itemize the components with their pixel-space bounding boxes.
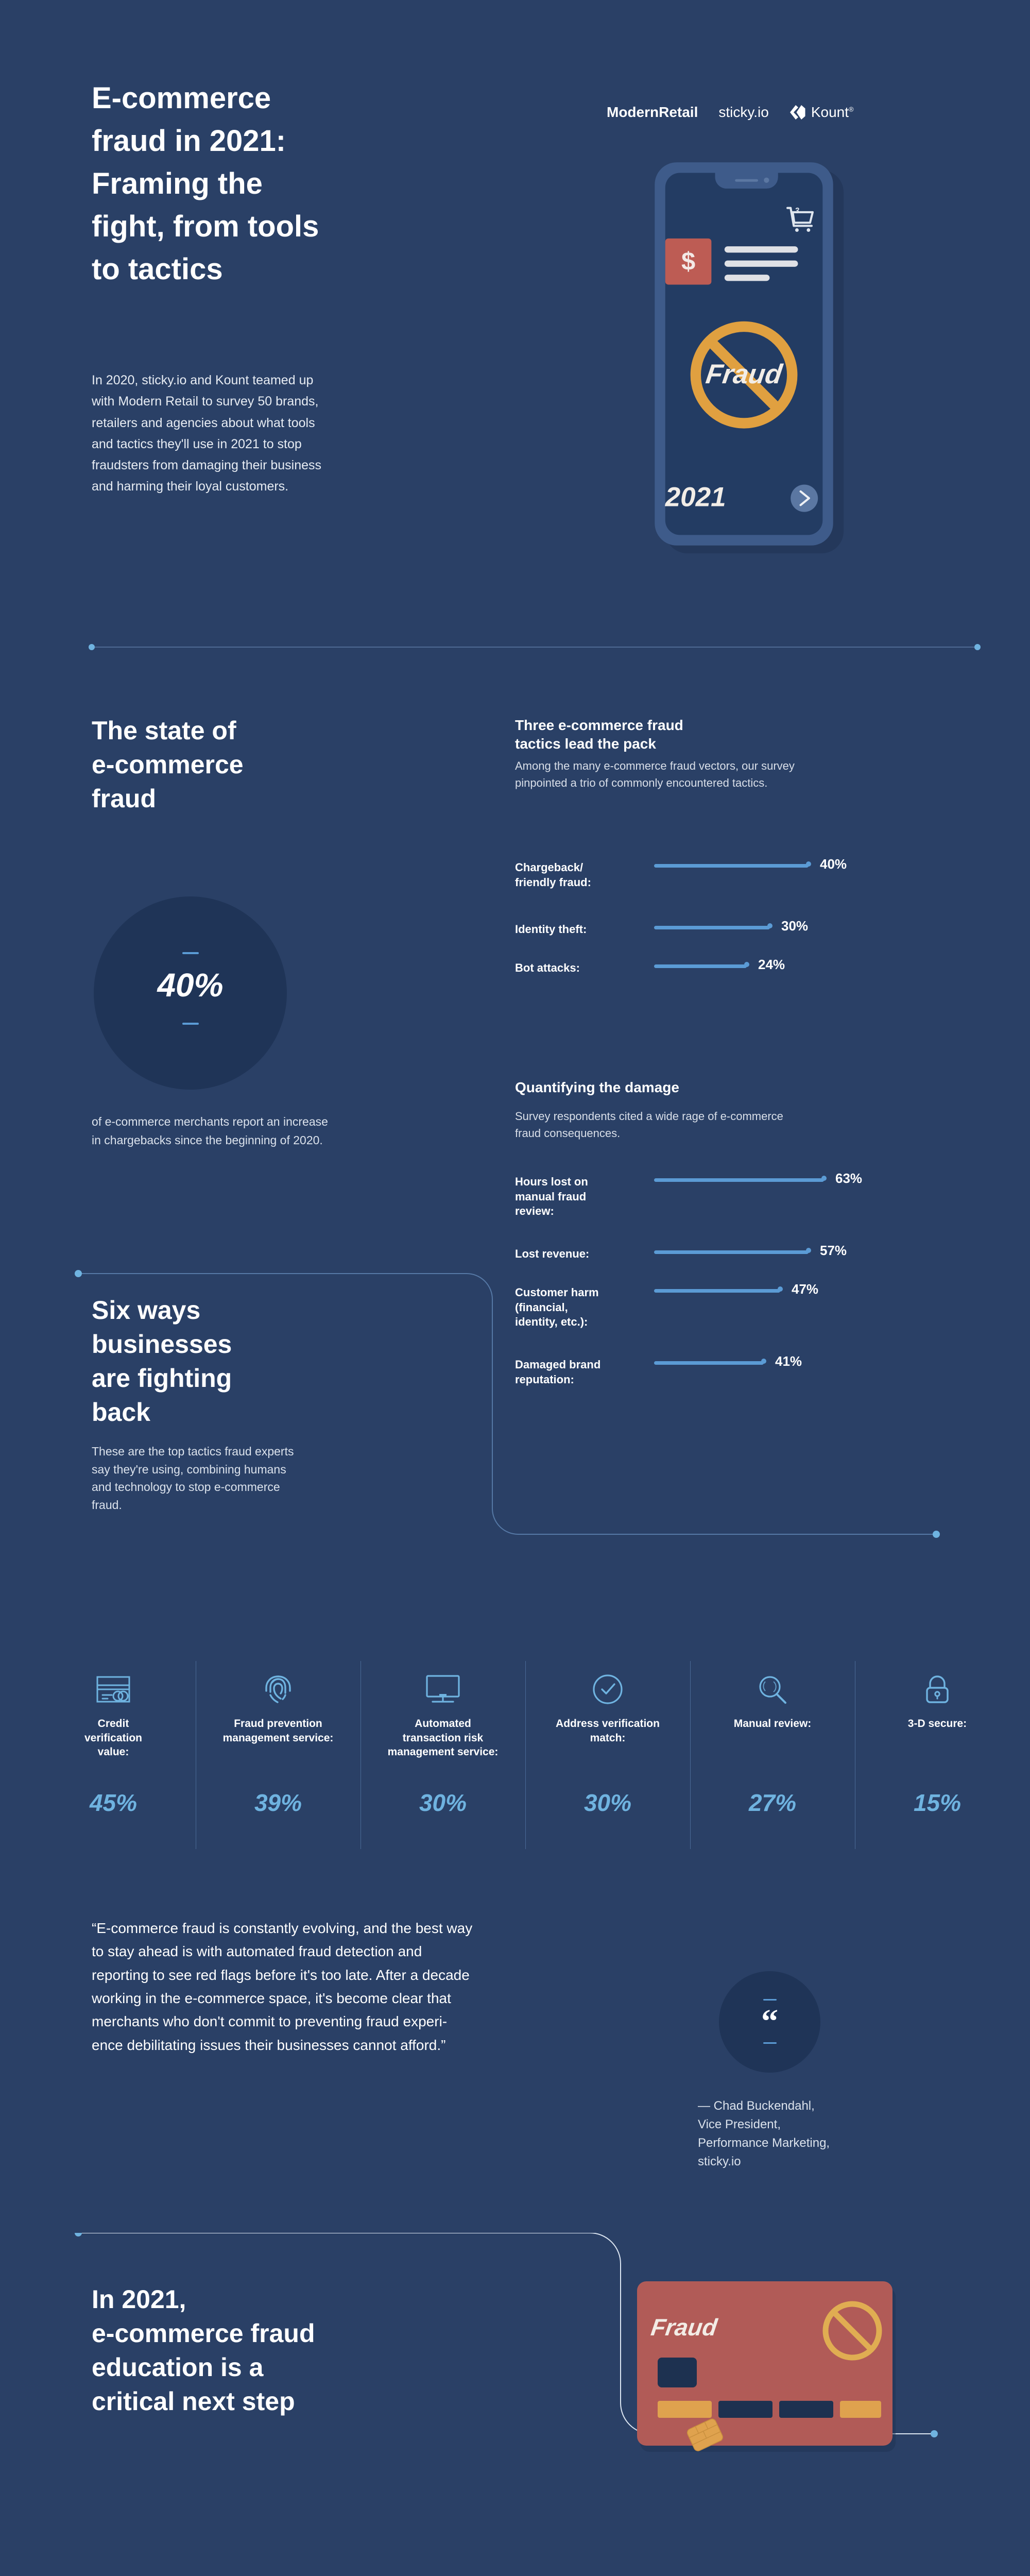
- svg-text:3: 3: [795, 207, 799, 215]
- svg-text:Fraud: Fraud: [649, 2314, 720, 2341]
- svg-text:$: $: [681, 248, 695, 276]
- svg-text:Fraud: Fraud: [704, 359, 785, 389]
- svg-text:2021: 2021: [665, 482, 726, 512]
